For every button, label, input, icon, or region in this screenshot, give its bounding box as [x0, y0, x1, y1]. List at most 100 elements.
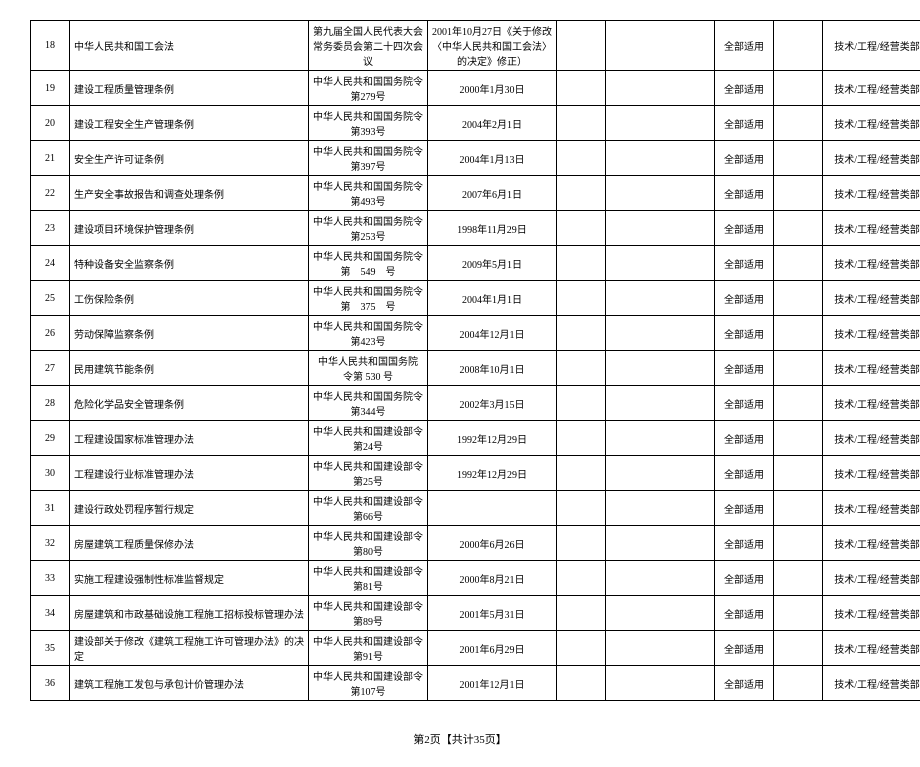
scope: 全部适用	[715, 141, 774, 176]
effective-date: 2000年8月21日	[428, 561, 557, 596]
blank-col-1	[557, 246, 606, 281]
scope: 全部适用	[715, 176, 774, 211]
table-row: 26劳动保障监察条例中华人民共和国国务院令第423号2004年12月1日全部适用…	[31, 316, 920, 351]
scope: 全部适用	[715, 491, 774, 526]
blank-col-3	[774, 281, 823, 316]
effective-date: 2002年3月15日	[428, 386, 557, 421]
table-row: 34房屋建筑和市政基础设施工程施工招标投标管理办法中华人民共和国建设部令第89号…	[31, 596, 920, 631]
blank-col-3	[774, 21, 823, 71]
blank-col-1	[557, 21, 606, 71]
blank-col-2	[606, 246, 715, 281]
blank-col-3	[774, 666, 823, 701]
issuer: 中华人民共和国建设部令第89号	[309, 596, 428, 631]
regulation-title: 安全生产许可证条例	[70, 141, 309, 176]
blank-col-2	[606, 386, 715, 421]
scope: 全部适用	[715, 106, 774, 141]
regulation-title: 中华人民共和国工会法	[70, 21, 309, 71]
regulation-title: 建设工程质量管理条例	[70, 71, 309, 106]
row-number: 30	[31, 456, 70, 491]
blank-col-3	[774, 421, 823, 456]
regulation-title: 劳动保障监察条例	[70, 316, 309, 351]
page-footer: 第2页【共计35页】	[30, 731, 890, 747]
effective-date: 1992年12月29日	[428, 456, 557, 491]
blank-col-2	[606, 351, 715, 386]
blank-col-1	[557, 456, 606, 491]
effective-date: 2004年1月13日	[428, 141, 557, 176]
department: 技术/工程/经营类部门	[823, 526, 920, 561]
row-number: 19	[31, 71, 70, 106]
effective-date: 2001年6月29日	[428, 631, 557, 666]
row-number: 22	[31, 176, 70, 211]
issuer: 中华人民共和国国务院令第 375 号	[309, 281, 428, 316]
blank-col-3	[774, 211, 823, 246]
row-number: 20	[31, 106, 70, 141]
blank-col-3	[774, 176, 823, 211]
issuer: 第九届全国人民代表大会常务委员会第二十四次会议	[309, 21, 428, 71]
scope: 全部适用	[715, 246, 774, 281]
scope: 全部适用	[715, 456, 774, 491]
table-row: 23建设项目环境保护管理条例中华人民共和国国务院令第253号1998年11月29…	[31, 211, 920, 246]
row-number: 31	[31, 491, 70, 526]
row-number: 24	[31, 246, 70, 281]
scope: 全部适用	[715, 21, 774, 71]
regulation-title: 建设项目环境保护管理条例	[70, 211, 309, 246]
blank-col-1	[557, 316, 606, 351]
regulation-title: 特种设备安全监察条例	[70, 246, 309, 281]
table-row: 36建筑工程施工发包与承包计价管理办法中华人民共和国建设部令第107号2001年…	[31, 666, 920, 701]
effective-date: 2004年1月1日	[428, 281, 557, 316]
issuer: 中华人民共和国建设部令第25号	[309, 456, 428, 491]
row-number: 18	[31, 21, 70, 71]
issuer: 中华人民共和国国务院 令第 530 号	[309, 351, 428, 386]
regulation-title: 建筑工程施工发包与承包计价管理办法	[70, 666, 309, 701]
blank-col-1	[557, 211, 606, 246]
row-number: 25	[31, 281, 70, 316]
row-number: 36	[31, 666, 70, 701]
blank-col-2	[606, 106, 715, 141]
blank-col-2	[606, 176, 715, 211]
scope: 全部适用	[715, 281, 774, 316]
regulation-title: 工程建设国家标准管理办法	[70, 421, 309, 456]
issuer: 中华人民共和国建设部令第107号	[309, 666, 428, 701]
effective-date: 2004年12月1日	[428, 316, 557, 351]
department: 技术/工程/经营类部门	[823, 281, 920, 316]
department: 技术/工程/经营类部门	[823, 211, 920, 246]
effective-date: 2000年1月30日	[428, 71, 557, 106]
table-row: 32房屋建筑工程质量保修办法中华人民共和国建设部令第80号2000年6月26日全…	[31, 526, 920, 561]
table-row: 22生产安全事故报告和调查处理条例中华人民共和国国务院令第493号2007年6月…	[31, 176, 920, 211]
blank-col-3	[774, 71, 823, 106]
blank-col-3	[774, 246, 823, 281]
regulation-title: 房屋建筑和市政基础设施工程施工招标投标管理办法	[70, 596, 309, 631]
regulation-title: 工伤保险条例	[70, 281, 309, 316]
blank-col-1	[557, 491, 606, 526]
blank-col-1	[557, 281, 606, 316]
department: 技术/工程/经营类部门	[823, 596, 920, 631]
effective-date: 2009年5月1日	[428, 246, 557, 281]
blank-col-2	[606, 421, 715, 456]
effective-date: 2001年10月27日《关于修改〈中华人民共和国工会法〉的决定》修正）	[428, 21, 557, 71]
department: 技术/工程/经营类部门	[823, 176, 920, 211]
blank-col-2	[606, 211, 715, 246]
issuer: 中华人民共和国国务院令第397号	[309, 141, 428, 176]
department: 技术/工程/经营类部门	[823, 316, 920, 351]
blank-col-2	[606, 596, 715, 631]
department: 技术/工程/经营类部门	[823, 21, 920, 71]
regulation-title: 工程建设行业标准管理办法	[70, 456, 309, 491]
blank-col-1	[557, 141, 606, 176]
regulation-title: 生产安全事故报告和调查处理条例	[70, 176, 309, 211]
table-row: 33实施工程建设强制性标准监督规定中华人民共和国建设部令第81号2000年8月2…	[31, 561, 920, 596]
effective-date: 2007年6月1日	[428, 176, 557, 211]
issuer: 中华人民共和国建设部令第80号	[309, 526, 428, 561]
blank-col-1	[557, 386, 606, 421]
row-number: 35	[31, 631, 70, 666]
scope: 全部适用	[715, 526, 774, 561]
regulation-title: 危险化学品安全管理条例	[70, 386, 309, 421]
blank-col-3	[774, 316, 823, 351]
row-number: 29	[31, 421, 70, 456]
blank-col-2	[606, 316, 715, 351]
table-row: 20建设工程安全生产管理条例中华人民共和国国务院令第393号2004年2月1日全…	[31, 106, 920, 141]
blank-col-3	[774, 526, 823, 561]
blank-col-1	[557, 561, 606, 596]
table-row: 31建设行政处罚程序暂行规定中华人民共和国建设部令第66号全部适用技术/工程/经…	[31, 491, 920, 526]
scope: 全部适用	[715, 211, 774, 246]
issuer: 中华人民共和国国务院令第393号	[309, 106, 428, 141]
